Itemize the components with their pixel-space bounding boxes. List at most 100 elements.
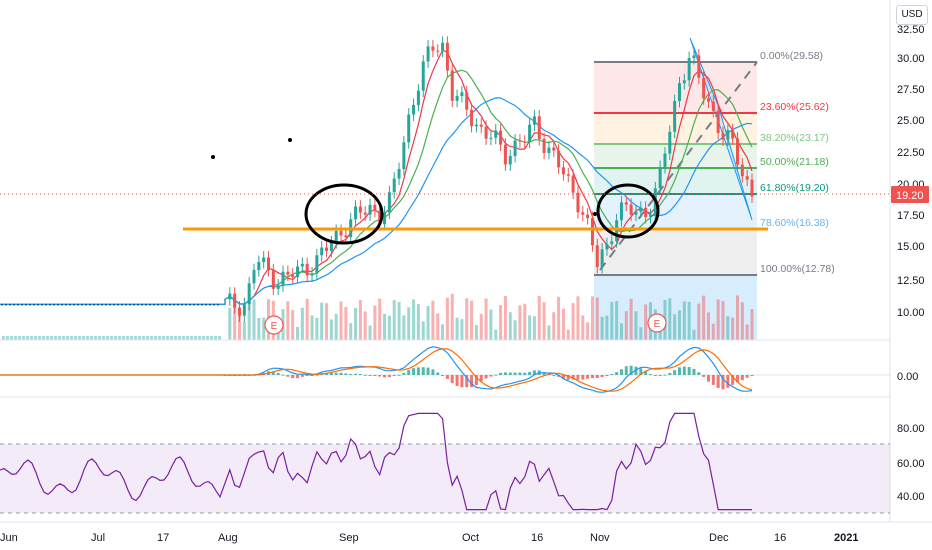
volume-bar	[46, 336, 49, 340]
candle	[745, 176, 749, 180]
candle	[566, 174, 570, 176]
candle	[619, 202, 623, 221]
macd-histogram-bar	[581, 375, 585, 380]
volume-bar	[138, 336, 141, 340]
volume-bar	[126, 336, 129, 340]
macd-histogram-bar	[286, 375, 290, 377]
volume-bar	[242, 321, 246, 340]
candle	[513, 140, 517, 157]
candle	[658, 166, 662, 189]
moving-average-line	[0, 49, 753, 305]
volume-bar	[74, 336, 77, 340]
volume-bar	[218, 336, 221, 340]
candle	[378, 210, 382, 225]
volume-bar	[325, 303, 329, 340]
volume-bar	[368, 325, 372, 340]
candle	[271, 270, 275, 289]
currency-badge[interactable]: USD	[896, 5, 928, 25]
volume-bar	[523, 303, 527, 340]
volume-bar	[296, 326, 300, 340]
macd-histogram-bar	[750, 375, 754, 376]
svg-text:60.00: 60.00	[897, 458, 925, 470]
volume-bar	[547, 325, 551, 340]
macd-histogram-bar	[639, 368, 643, 375]
candle	[711, 101, 715, 111]
macd-histogram-bar	[518, 372, 522, 375]
volume-bar	[392, 299, 396, 340]
candle	[228, 293, 232, 300]
candle	[484, 126, 488, 139]
fib-label-3: 50.00%(21.18)	[760, 156, 829, 168]
candle	[238, 307, 242, 316]
candle	[392, 178, 396, 193]
volume-bar	[721, 301, 725, 340]
macd-histogram-bar	[276, 372, 280, 375]
volume-bar	[605, 315, 609, 340]
macd-histogram-bar	[378, 375, 382, 377]
svg-text:Nov: Nov	[590, 532, 610, 544]
moving-average-line	[0, 97, 753, 305]
macd-histogram-bar	[479, 375, 483, 382]
volume-bar	[668, 298, 672, 340]
volume-bar	[600, 316, 604, 340]
candle	[489, 137, 493, 139]
candle	[276, 285, 280, 289]
candle	[474, 124, 478, 127]
macd-histogram-bar	[368, 375, 372, 376]
volume-bar	[731, 317, 735, 340]
macd-histogram-bar	[445, 375, 449, 379]
svg-text:27.50: 27.50	[897, 84, 925, 96]
macd-histogram-bar	[431, 369, 435, 375]
svg-text:12.50: 12.50	[897, 275, 925, 287]
volume-bar	[150, 336, 153, 340]
candle	[262, 257, 266, 263]
volume-bar	[26, 336, 29, 340]
macd-histogram-bar	[619, 369, 623, 375]
macd-histogram-bar	[450, 375, 454, 384]
candle	[494, 130, 498, 138]
svg-text:22.50: 22.50	[897, 147, 925, 159]
volume-bar	[90, 336, 93, 340]
svg-text:E: E	[654, 319, 661, 330]
macd-histogram-bar	[610, 374, 614, 376]
macd-histogram-bar	[402, 372, 406, 375]
annotation-circle-right[interactable]	[596, 183, 660, 239]
macd-histogram-bar	[615, 372, 619, 375]
macd-histogram-bar	[653, 375, 657, 376]
earnings-marker[interactable]: E	[647, 313, 667, 333]
macd-histogram-bar	[339, 372, 343, 375]
volume-bar	[436, 313, 440, 340]
volume-bar	[378, 298, 382, 340]
candle	[687, 58, 691, 81]
candle	[358, 206, 362, 213]
annotation-circle-left[interactable]	[304, 183, 384, 245]
macd-histogram-bar	[702, 375, 706, 377]
volume-bar	[474, 325, 478, 340]
volume-bar	[233, 297, 237, 340]
volume-bar	[460, 319, 464, 340]
volume-bar	[615, 301, 619, 340]
macd-histogram-bar	[552, 374, 556, 376]
volume-bar	[291, 310, 295, 340]
volume-bar	[687, 301, 691, 340]
macd-histogram-bar	[687, 367, 691, 375]
fib-label-2: 38.20%(23.17)	[760, 132, 829, 144]
volume-bar	[711, 323, 715, 340]
candle	[455, 96, 459, 101]
svg-text:Sep: Sep	[339, 532, 359, 544]
candle	[740, 164, 744, 177]
macd-histogram-bar	[281, 374, 285, 376]
macd-histogram-bar	[677, 367, 681, 375]
volume-bar	[416, 304, 420, 340]
candle	[339, 230, 343, 236]
macd-histogram-bar	[561, 375, 565, 380]
volume-bar	[373, 305, 377, 340]
svg-text:2021: 2021	[834, 532, 858, 544]
earnings-marker[interactable]: E	[264, 315, 284, 335]
volume-bar	[586, 322, 590, 340]
macd-histogram-bar	[513, 372, 517, 375]
svg-text:32.50: 32.50	[897, 24, 925, 36]
candle	[252, 270, 256, 284]
macd-histogram-bar	[363, 374, 367, 376]
